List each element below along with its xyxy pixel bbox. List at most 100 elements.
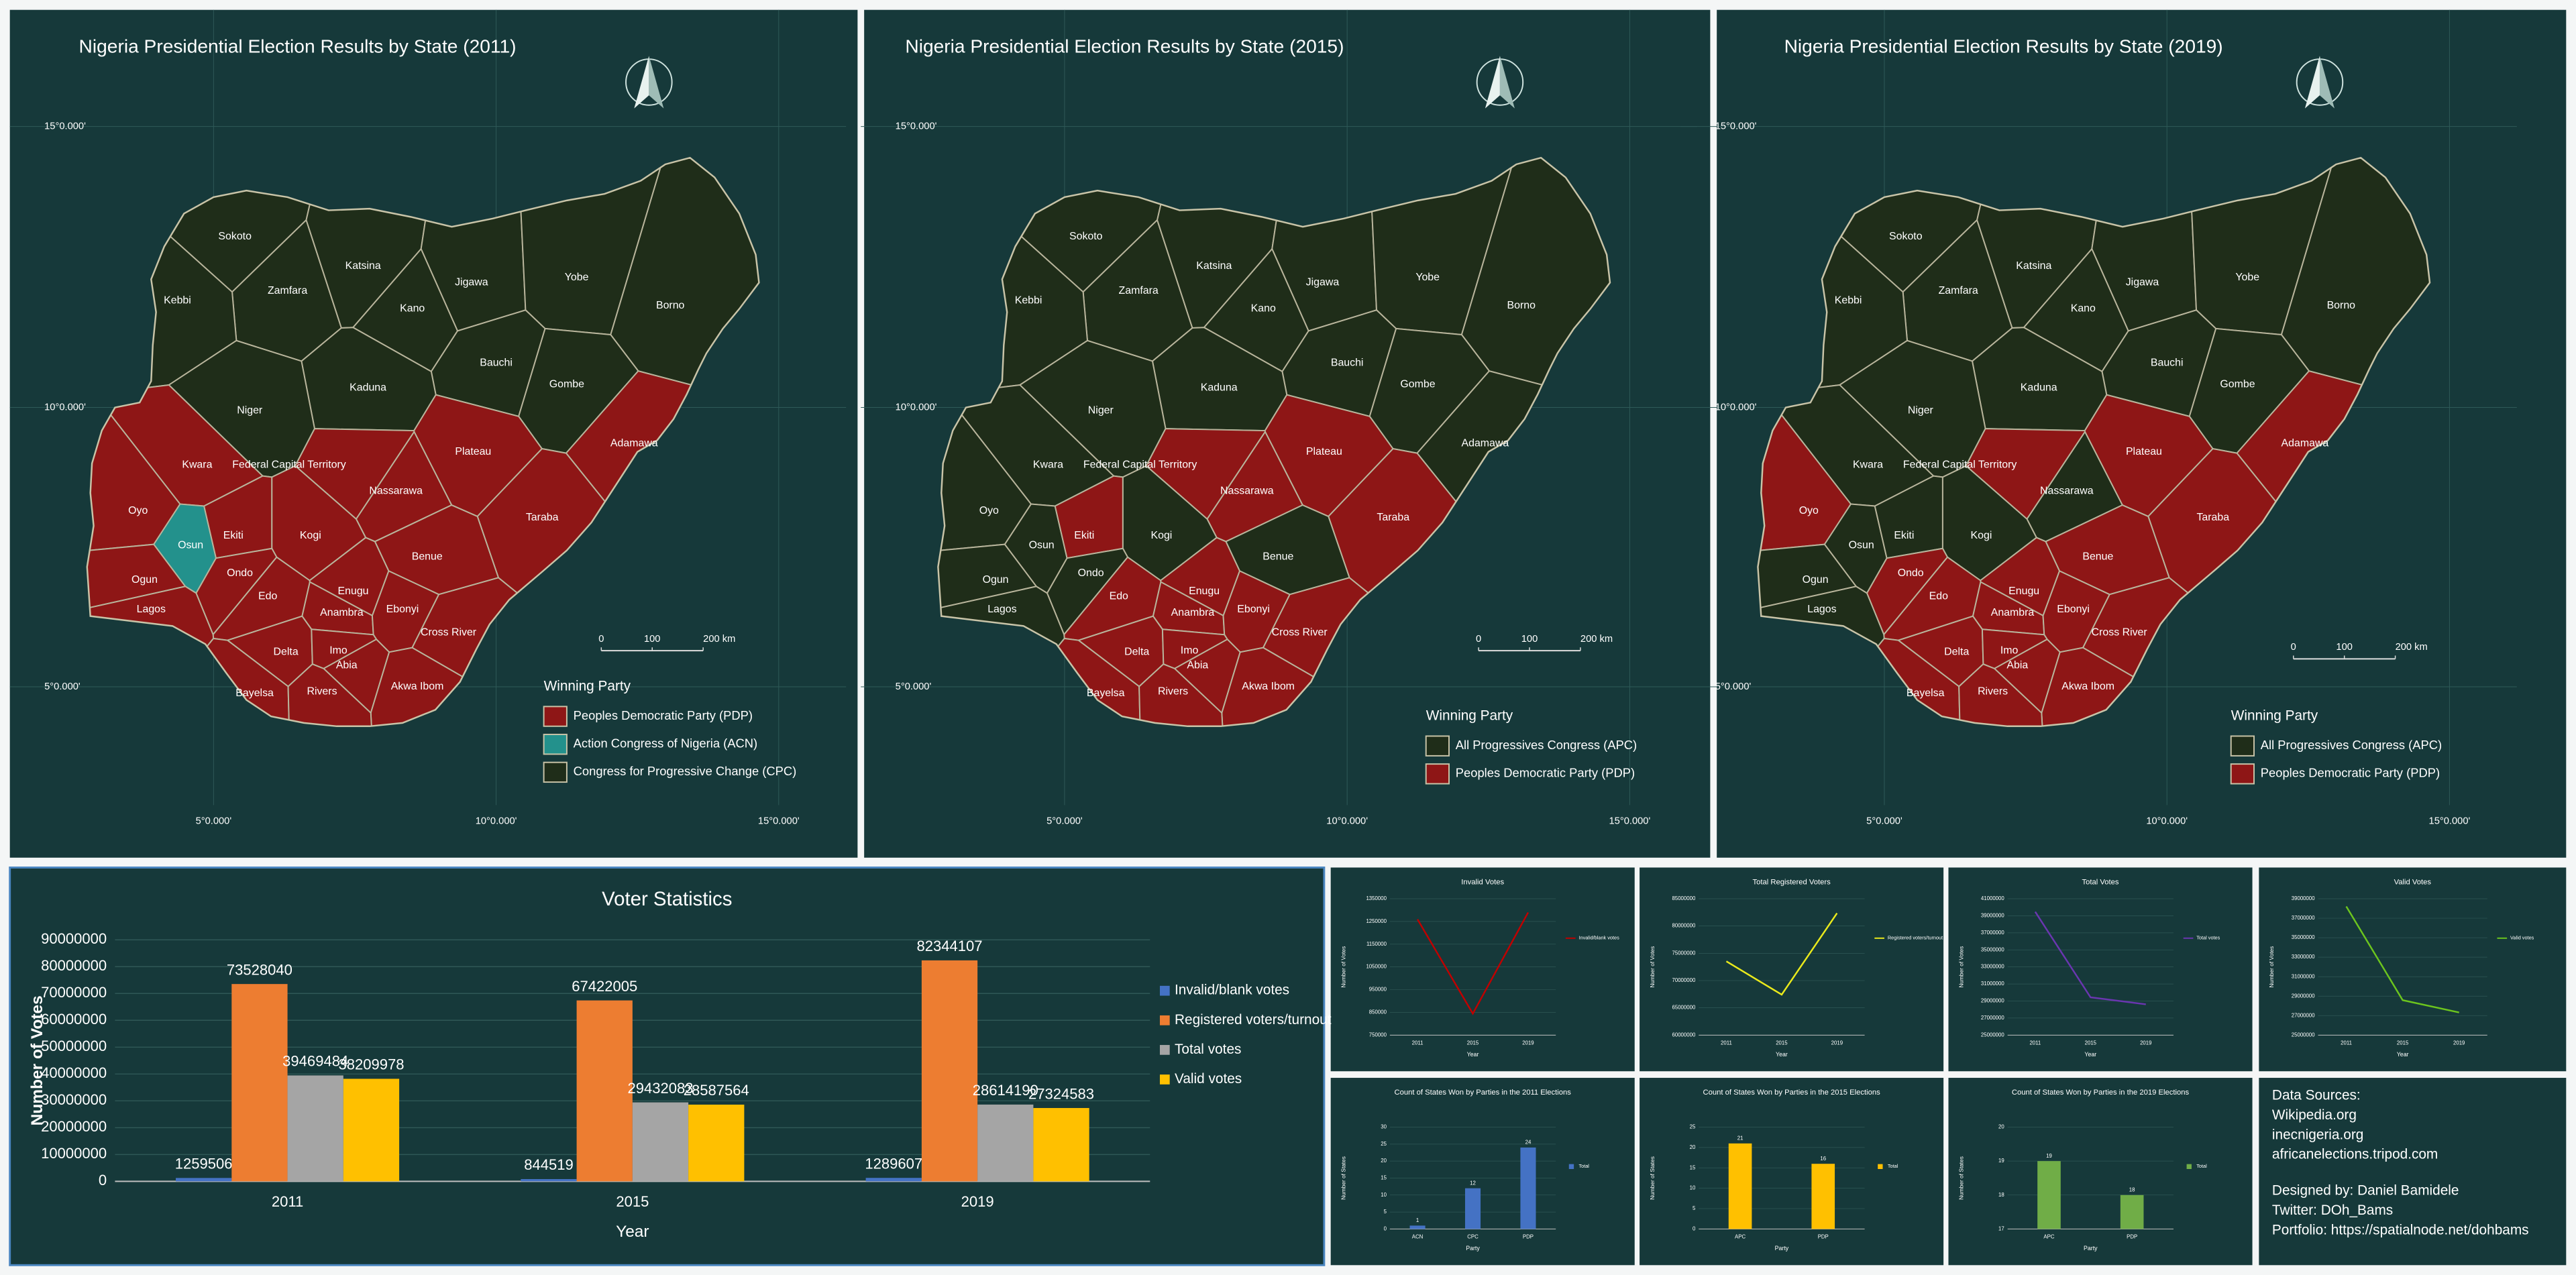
- y-tick-label: 41000000: [1981, 895, 2004, 901]
- state-label: Sokoto: [1889, 231, 1923, 242]
- state-label: Oyo: [1799, 505, 1819, 516]
- state-label: Imo: [2000, 645, 2019, 656]
- y-tick-label: 5: [1693, 1205, 1696, 1211]
- state-label: Nassarawa: [369, 486, 423, 497]
- x-tick-label: PDP: [1818, 1234, 1829, 1240]
- y-axis-title: Number of States: [1340, 1156, 1346, 1200]
- state-label: Plateau: [2126, 446, 2162, 457]
- state-label: Ekiti: [1074, 530, 1094, 541]
- y-tick-label: 60000000: [1672, 1032, 1696, 1038]
- state-label: Benue: [412, 551, 443, 563]
- state-label: Jigawa: [1306, 277, 1340, 288]
- y-tick-label: 90000000: [41, 930, 107, 947]
- scale-label: 0: [2291, 642, 2296, 653]
- data-label: 82344107: [917, 938, 983, 954]
- y-tick-label: 20000000: [41, 1118, 107, 1135]
- x-tick-label: 2011: [1412, 1040, 1424, 1046]
- x-tick-label: PDP: [2127, 1234, 2137, 1240]
- bar: [576, 1000, 633, 1182]
- state-label: Ebonyi: [386, 604, 419, 615]
- bar: [1728, 1143, 1752, 1229]
- state-label: Ekiti: [1894, 530, 1914, 541]
- state-label: Bayelsa: [1087, 687, 1125, 699]
- x-tick-label: 2011: [2341, 1040, 2352, 1046]
- latitude-label: 5°0.000': [896, 681, 932, 692]
- bar: [1464, 1188, 1481, 1229]
- state-label: Osun: [178, 540, 203, 551]
- state-label: Adamawa: [2282, 438, 2329, 449]
- state-label: Bayelsa: [235, 687, 274, 699]
- y-tick-label: 27000000: [1981, 1015, 2004, 1021]
- data-label: 21: [1737, 1135, 1743, 1142]
- data-label: 1: [1416, 1217, 1419, 1223]
- state-label: Taraba: [2196, 512, 2229, 523]
- bar: [287, 1075, 343, 1182]
- chart-panel: [1330, 1078, 1635, 1266]
- y-axis-title: Number of States: [1649, 1156, 1656, 1200]
- longitude-label: 15°0.000': [758, 816, 800, 827]
- state-label: Kano: [400, 303, 425, 315]
- bar: [2037, 1161, 2061, 1229]
- data-label: 24: [1525, 1140, 1532, 1146]
- y-tick-label: 1050000: [1366, 964, 1387, 970]
- chart-title: Count of States Won by Parties in the 20…: [2012, 1089, 2190, 1097]
- x-axis-title: Year: [2397, 1051, 2409, 1058]
- x-axis-title: Year: [1776, 1051, 1788, 1058]
- state-label: Cross River: [421, 626, 477, 638]
- bar: [1520, 1147, 1536, 1229]
- state-label: Jigawa: [2126, 277, 2159, 288]
- latitude-label: 15°0.000': [44, 121, 86, 132]
- state-label: Gombe: [549, 378, 584, 390]
- x-tick-label: 2019: [2453, 1040, 2465, 1046]
- state-label: Nassarawa: [1220, 486, 1274, 497]
- legend-swatch: [2230, 763, 2255, 785]
- state-label: Katsina: [345, 260, 381, 272]
- state-label: Zamfara: [268, 285, 307, 296]
- state-label: Borno: [2327, 300, 2356, 311]
- x-tick-label: 2011: [2029, 1040, 2041, 1046]
- y-tick-label: 37000000: [1981, 930, 2004, 936]
- y-tick-label: 0: [1693, 1225, 1696, 1231]
- scale-label: 100: [644, 634, 661, 645]
- state-label: Cross River: [2092, 626, 2148, 638]
- state-label: Kebbi: [164, 295, 191, 307]
- state-label: Kebbi: [1835, 295, 1862, 307]
- state-label: Akwa Ibom: [1242, 681, 1295, 692]
- y-tick-label: 18: [1998, 1192, 2004, 1198]
- bar: [688, 1104, 745, 1182]
- map-title: Nigeria Presidential Election Results by…: [79, 36, 517, 56]
- legend-label: All Progressives Congress (APC): [1456, 738, 1637, 752]
- legend-swatch: [543, 761, 568, 783]
- scale-label: 100: [2336, 642, 2353, 653]
- state-label: Enugu: [338, 586, 369, 597]
- state-region: [287, 663, 374, 726]
- source-line: Wikipedia.org: [2272, 1107, 2357, 1123]
- sources: Data Sources: Wikipedia.org inecnigeria.or…: [2272, 1087, 2529, 1237]
- legend-label: Invalid/blank votes: [1578, 935, 1619, 941]
- bar: [176, 1178, 232, 1182]
- state-label: Katsina: [1196, 260, 1232, 272]
- state-label: Adamawa: [1462, 438, 1509, 449]
- map-title: Nigeria Presidential Election Results by…: [905, 36, 1344, 56]
- chart-title: Count of States Won by Parties in the 20…: [1703, 1089, 1880, 1097]
- bar: [921, 960, 978, 1182]
- scale-label: 200 km: [2396, 642, 2428, 653]
- legend-label: Valid votes: [2510, 935, 2534, 941]
- credit-line: Twitter: DOh_Bams: [2272, 1203, 2393, 1218]
- source-line: africanelections.tripod.com: [2272, 1147, 2438, 1162]
- y-tick-label: 70000000: [41, 984, 107, 1001]
- x-tick-label: 2011: [272, 1193, 303, 1210]
- state-label: Ogun: [1803, 574, 1829, 586]
- state-label: Gombe: [1400, 378, 1435, 390]
- legend-label: Total: [1888, 1163, 1898, 1169]
- y-tick-label: 20: [1381, 1158, 1387, 1164]
- longitude-label: 5°0.000': [1866, 816, 1902, 827]
- bar: [343, 1078, 400, 1182]
- y-tick-label: 29000000: [1981, 998, 2004, 1004]
- legend-swatch: [1425, 763, 1450, 785]
- x-tick-label: APC: [1735, 1234, 1746, 1240]
- state-label: Ebonyi: [1237, 604, 1270, 615]
- state-label: Ogun: [983, 574, 1009, 586]
- latitude-label: 15°0.000': [896, 121, 937, 132]
